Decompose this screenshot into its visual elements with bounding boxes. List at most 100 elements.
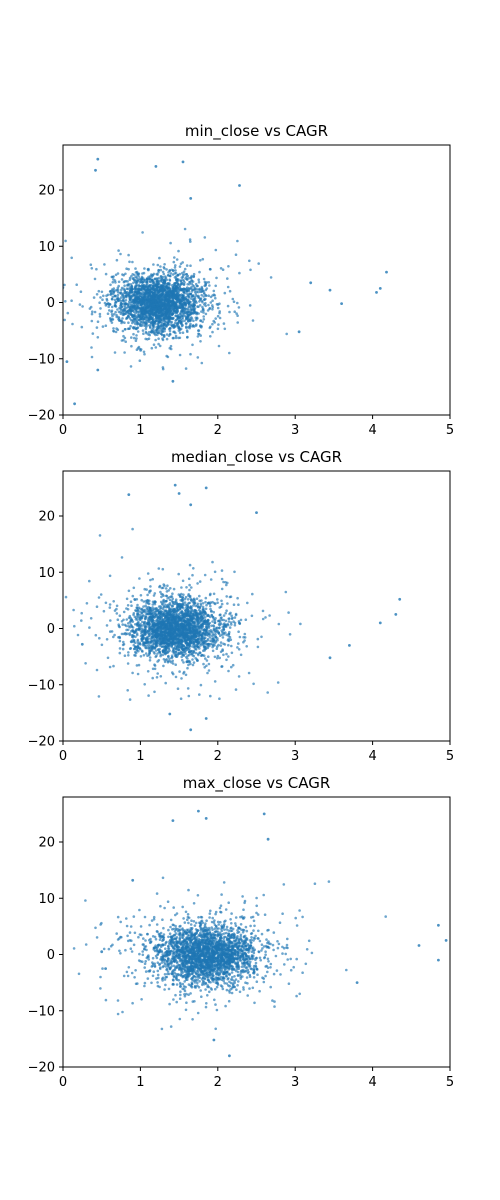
scatter-point [143,278,146,282]
scatter-point [187,293,190,297]
scatter-point [139,308,143,312]
y-tick-label: −20 [28,409,55,424]
scatter-point [180,586,183,589]
scatter-point [156,327,159,331]
scatter-point [181,275,185,279]
scatter-point [185,316,188,319]
scatter-point [118,639,122,643]
scatter-point [203,298,206,302]
scatter-point [230,665,233,669]
scatter-point [145,316,149,319]
scatter-point [162,324,165,328]
scatter-point [127,321,130,325]
scatter-point [385,270,388,274]
scatter-point [205,628,209,631]
scatter-point [203,632,207,636]
scatter-point [143,304,146,307]
scatter-point [110,313,114,316]
scatter-point [66,311,70,315]
scatter-point [182,290,185,294]
scatter-point [124,302,128,305]
scatter-point [202,662,205,666]
scatter-point [96,320,100,324]
scatter-point [105,299,109,302]
scatter-point [245,645,248,648]
scatter-point [192,272,196,276]
scatter-point [133,279,136,282]
scatter-point [151,279,154,282]
scatter-point [192,650,196,654]
scatter-point [149,585,152,588]
scatter-point [212,610,215,614]
scatter-point [223,622,226,625]
scatter-point [172,293,176,297]
scatter-point [152,288,155,292]
scatter-point [144,616,147,619]
scatter-point [153,652,156,655]
scatter-point [187,594,190,597]
scatter-point [154,298,157,302]
scatter-points [32,157,388,406]
scatter-point [169,296,172,300]
scatter-point [94,633,98,637]
scatter-point [277,622,281,626]
scatter-point [162,317,166,321]
scatter-point [233,623,237,627]
scatter-point [247,671,251,675]
scatter-point [159,275,163,278]
scatter-point [187,296,191,299]
scatter-point [137,289,140,293]
scatter-point [153,305,156,308]
scatter-point [142,307,145,311]
scatter-point [166,619,170,623]
scatter-point [32,275,35,278]
scatter-point [129,296,133,300]
scatter-point [183,273,186,276]
scatter-point [163,650,167,653]
scatter-point [174,336,178,340]
scatter-point [126,303,130,307]
scatter-point [190,317,194,320]
scatter-point [190,285,193,289]
scatter-point [181,160,185,164]
scatter-point [168,346,172,350]
scatter-point [200,299,204,303]
scatter-point [174,675,178,679]
scatter-point [122,296,125,299]
x-tick-label: 3 [291,423,299,438]
scatter-point [187,302,190,305]
scatter-point [165,599,168,603]
scatter-point [133,273,136,277]
scatter-point [165,286,169,289]
scatter-point [168,304,172,307]
scatter-point [98,301,101,305]
scatter-point [158,344,162,348]
scatter-point [175,306,179,310]
scatter-point [140,301,143,305]
scatter-point [125,607,128,610]
scatter-point [230,614,233,617]
scatter-point [116,272,120,275]
scatter-point [145,331,148,335]
scatter-point [184,673,188,677]
scatter-point [123,336,127,340]
scatter-point [44,317,47,320]
scatter-point [182,607,185,610]
scatter-point [156,273,159,276]
scatter-point [236,314,239,318]
scatter-point [93,310,97,314]
scatter-point [163,313,167,317]
scatter-point [160,624,163,627]
scatter-point [163,267,166,270]
scatter-point [146,641,149,644]
scatter-point [256,637,260,641]
scatter-point [197,624,200,627]
scatter-point [197,653,200,657]
scatter-point [140,320,143,324]
scatter-point [153,638,156,641]
scatter-point [156,279,159,282]
scatter-point [99,296,102,299]
scatter-point [135,334,138,337]
scatter-point [192,311,195,315]
scatter-point [243,636,247,639]
